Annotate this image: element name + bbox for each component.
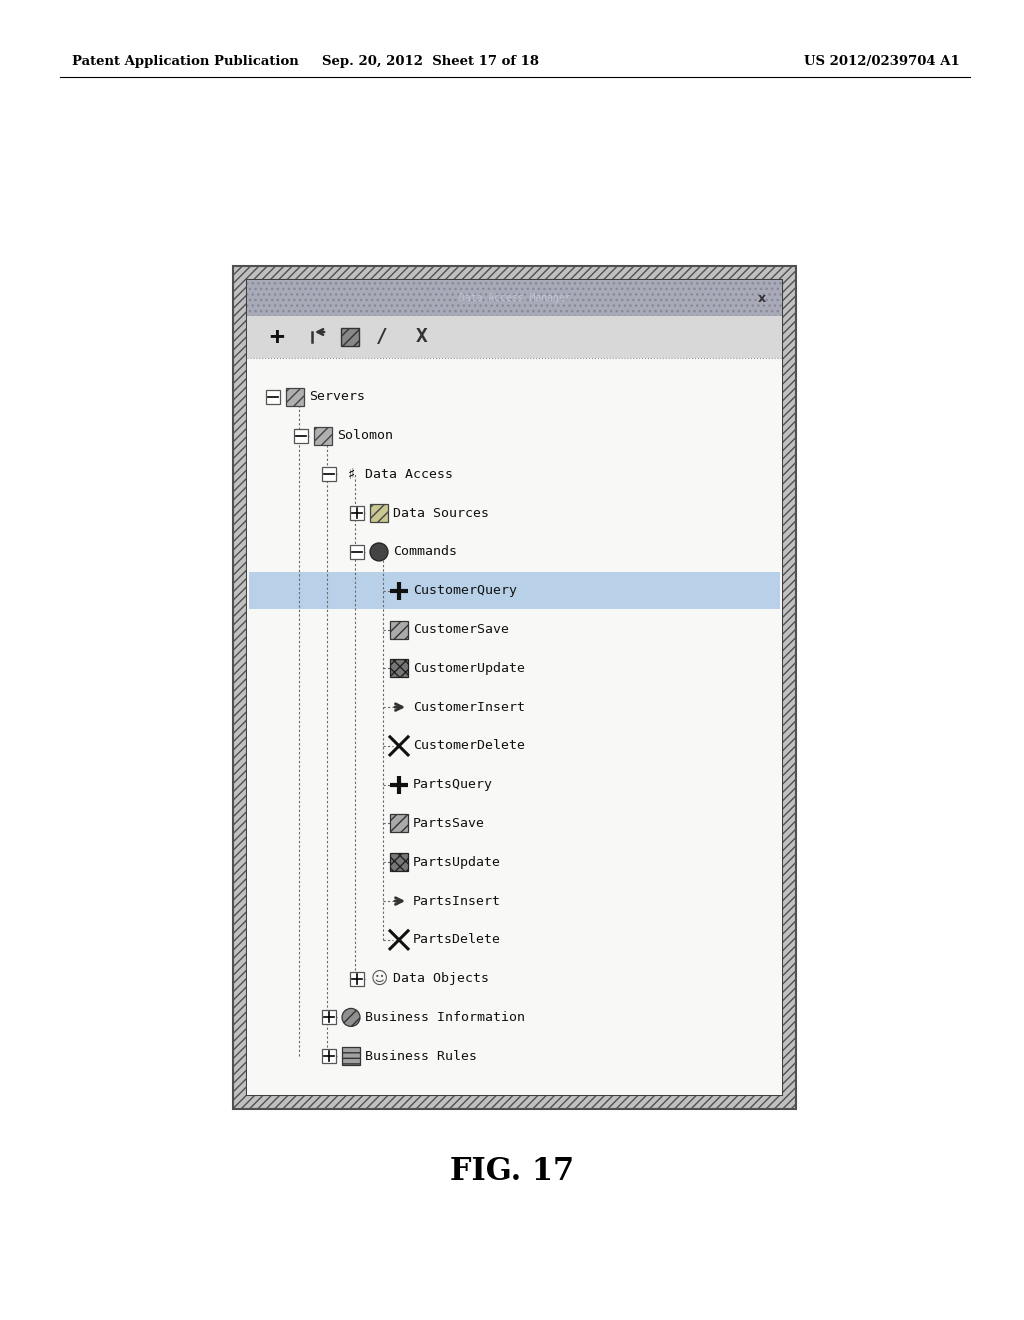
Text: ☺: ☺ <box>371 970 388 987</box>
Text: CustomerSave: CustomerSave <box>413 623 509 636</box>
Bar <box>350 506 364 520</box>
Bar <box>390 620 408 639</box>
Bar <box>233 267 796 1109</box>
Text: Sep. 20, 2012  Sheet 17 of 18: Sep. 20, 2012 Sheet 17 of 18 <box>322 55 539 69</box>
Circle shape <box>342 1008 360 1027</box>
Bar <box>350 972 364 986</box>
Text: /: / <box>376 327 388 346</box>
Bar <box>266 389 280 404</box>
Text: Data Objects: Data Objects <box>393 972 489 985</box>
Bar <box>322 467 336 482</box>
Bar <box>322 1010 336 1024</box>
Circle shape <box>370 543 388 561</box>
Bar <box>342 1047 360 1065</box>
Text: ♯: ♯ <box>347 467 354 482</box>
Bar <box>247 315 782 358</box>
Text: US 2012/0239704 A1: US 2012/0239704 A1 <box>804 55 961 69</box>
Text: PartsQuery: PartsQuery <box>413 779 493 791</box>
Text: Commands: Commands <box>393 545 457 558</box>
Text: CustomerDelete: CustomerDelete <box>413 739 525 752</box>
Bar <box>249 572 780 610</box>
Bar <box>390 659 408 677</box>
Bar <box>341 327 359 346</box>
Bar <box>370 504 388 523</box>
Text: Patent Application Publication: Patent Application Publication <box>72 55 299 69</box>
Bar <box>322 1049 336 1063</box>
Text: Data Sources: Data Sources <box>393 507 489 520</box>
Text: Servers: Servers <box>309 391 365 404</box>
Bar <box>390 853 408 871</box>
Text: Business Information: Business Information <box>365 1011 525 1024</box>
Text: x: x <box>758 292 766 305</box>
Text: Data Access Manager: Data Access Manager <box>459 293 570 304</box>
Text: PartsInsert: PartsInsert <box>413 895 501 908</box>
Text: PartsSave: PartsSave <box>413 817 485 830</box>
Text: PartsDelete: PartsDelete <box>413 933 501 946</box>
Bar <box>247 358 782 1096</box>
Bar <box>294 429 308 442</box>
Bar <box>247 280 782 315</box>
Text: PartsUpdate: PartsUpdate <box>413 855 501 869</box>
Text: CustomerInsert: CustomerInsert <box>413 701 525 714</box>
Text: FIG. 17: FIG. 17 <box>450 1156 574 1188</box>
Text: Business Rules: Business Rules <box>365 1049 477 1063</box>
Bar <box>247 280 782 1096</box>
Bar <box>314 426 332 445</box>
Text: Data Access: Data Access <box>365 467 453 480</box>
Bar <box>350 545 364 558</box>
Text: CustomerQuery: CustomerQuery <box>413 585 517 597</box>
Text: Solomon: Solomon <box>337 429 393 442</box>
Bar <box>390 814 408 833</box>
Bar <box>286 388 304 405</box>
Bar <box>247 280 782 315</box>
Text: X: X <box>416 327 428 346</box>
Text: +: + <box>269 325 285 348</box>
Text: CustomerUpdate: CustomerUpdate <box>413 661 525 675</box>
